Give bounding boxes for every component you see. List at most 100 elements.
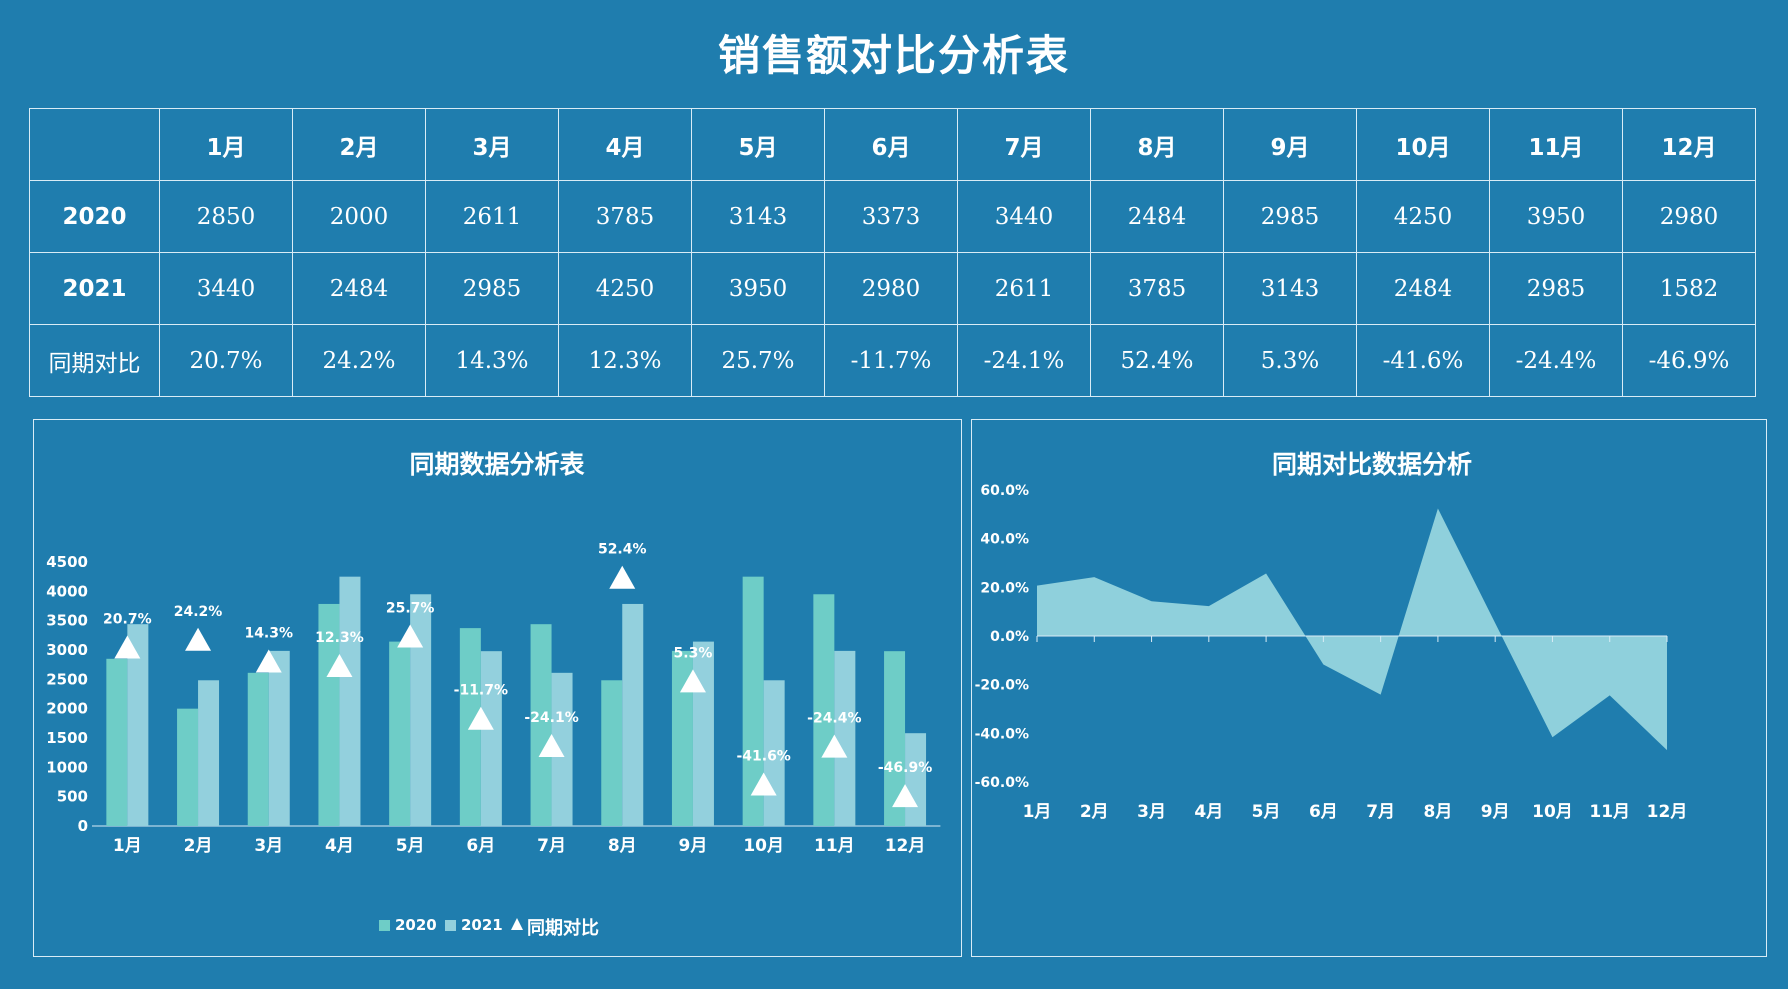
table-cell: 2484 (292, 252, 426, 325)
x-tick-label: 4月 (1194, 802, 1223, 822)
legend-triangle-icon (511, 918, 523, 930)
data-label: -24.1% (524, 710, 578, 726)
bar-2020 (106, 658, 128, 826)
month-header-cell: 1月 (159, 108, 293, 181)
table-cell: 2611 (957, 252, 1091, 325)
y-tick-label: -20.0% (975, 678, 1029, 694)
bar-2020 (247, 672, 269, 826)
chart-title: 同期数据分析表 (409, 450, 585, 479)
x-tick-label: 6月 (466, 836, 495, 856)
y-tick-label: 2500 (46, 670, 88, 688)
table-cell: 2985 (1223, 180, 1357, 253)
x-tick-label: 12月 (885, 836, 926, 856)
marker-triangle (679, 669, 706, 693)
data-label: 52.4% (598, 542, 647, 558)
bar-2020 (530, 624, 552, 826)
x-tick-label: 5月 (1252, 802, 1281, 822)
table-cell: 3440 (159, 252, 293, 325)
legend-label: 同期对比 (527, 917, 599, 939)
y-tick-label: 3500 (46, 612, 88, 630)
bar-2021 (692, 641, 714, 826)
bar-2020 (884, 651, 906, 826)
table-cell: -24.4% (1489, 324, 1623, 397)
table-cell: 3950 (1489, 180, 1623, 253)
data-label: -41.6% (736, 749, 790, 765)
y-tick-label: 60.0% (980, 483, 1029, 499)
x-tick-label: 2月 (184, 836, 213, 856)
bar-2020 (389, 641, 411, 826)
table-cell: 3785 (1090, 252, 1224, 325)
month-header-cell: 2月 (292, 108, 426, 181)
month-header-cell: 6月 (824, 108, 958, 181)
table-cell: 52.4% (1090, 324, 1224, 397)
x-tick-label: 9月 (1481, 802, 1510, 822)
bar-2021 (622, 603, 644, 826)
bar-2020 (318, 603, 340, 826)
x-tick-label: 3月 (254, 836, 283, 856)
data-label: -24.4% (807, 711, 861, 727)
month-header-cell: 4月 (558, 108, 692, 181)
x-tick-label: 6月 (1309, 802, 1338, 822)
table-cell: 2985 (1489, 252, 1623, 325)
data-label: 12.3% (315, 630, 364, 646)
marker-triangle (397, 624, 424, 648)
bar-2021 (198, 680, 220, 826)
bar-2020 (813, 594, 835, 826)
row-label-cell: 2021 (29, 252, 160, 325)
table-cell: 4250 (1356, 180, 1490, 253)
x-tick-label: 7月 (1366, 802, 1395, 822)
month-header-cell: 12月 (1622, 108, 1756, 181)
table-cell: 3143 (691, 180, 825, 253)
page-title: 销售额对比分析表 (717, 31, 1070, 80)
x-tick-label: 9月 (679, 836, 708, 856)
marker-triangle (892, 784, 919, 808)
y-tick-label: 0.0% (990, 629, 1029, 645)
data-label: 25.7% (386, 600, 435, 616)
area-fill (1037, 508, 1667, 751)
bar-2021 (905, 733, 927, 826)
row-label-cell: 2020 (29, 180, 160, 253)
bar-2021 (268, 650, 290, 826)
table-cell: 2000 (292, 180, 426, 253)
marker-triangle (114, 635, 141, 659)
y-tick-label: 3000 (46, 641, 88, 659)
bar-2021 (834, 650, 856, 826)
bar-2021 (480, 651, 502, 826)
y-tick-label: 20.0% (980, 580, 1029, 596)
y-tick-label: 500 (57, 788, 88, 806)
data-label: 20.7% (103, 611, 152, 627)
bar-2020 (177, 708, 199, 826)
y-tick-label: 4000 (46, 582, 88, 600)
legend-label: 2021 (461, 916, 503, 934)
marker-triangle (750, 772, 777, 796)
x-tick-label: 7月 (537, 836, 566, 856)
table-cell: 14.3% (425, 324, 559, 397)
table-row: 同期对比 20.7% 24.2% 14.3% 12.3% 25.7% -11.7% -24.1… (29, 324, 1756, 397)
x-tick-label: 12月 (1647, 802, 1688, 822)
marker-triangle (326, 653, 353, 677)
table-cell: 24.2% (292, 324, 426, 397)
y-tick-label: 2000 (46, 700, 88, 718)
y-tick-label: -40.0% (975, 726, 1029, 742)
legend: 2020 2021 同期对比 (379, 916, 599, 939)
y-tick-label: -60.0% (975, 775, 1029, 791)
x-tick-label: 5月 (396, 836, 425, 856)
y-tick-label: 0 (78, 817, 88, 835)
table-cell: 25.7% (691, 324, 825, 397)
bar-2021 (339, 576, 361, 826)
table-row: 2021 3440 2484 2985 4250 3950 2980 2611 3785 3143… (29, 252, 1756, 325)
x-tick-label: 3月 (1137, 802, 1166, 822)
bar-2020 (742, 576, 764, 826)
y-tick-label: 1000 (46, 758, 88, 776)
bar-2021 (127, 624, 149, 826)
x-tick-label: 1月 (113, 836, 142, 856)
marker-triangle (467, 706, 494, 730)
data-label: 14.3% (244, 626, 293, 642)
table-cell: -11.7% (824, 324, 958, 397)
table-cell: 3950 (691, 252, 825, 325)
table-cell: 2980 (824, 252, 958, 325)
bar-2020 (671, 650, 693, 826)
table-cell: 2484 (1356, 252, 1490, 325)
table-header-row: 1月 2月 3月 4月 5月 6月 7月 8月 9月 10月 11月 12月 (29, 108, 1756, 181)
marker-triangle (185, 627, 212, 651)
